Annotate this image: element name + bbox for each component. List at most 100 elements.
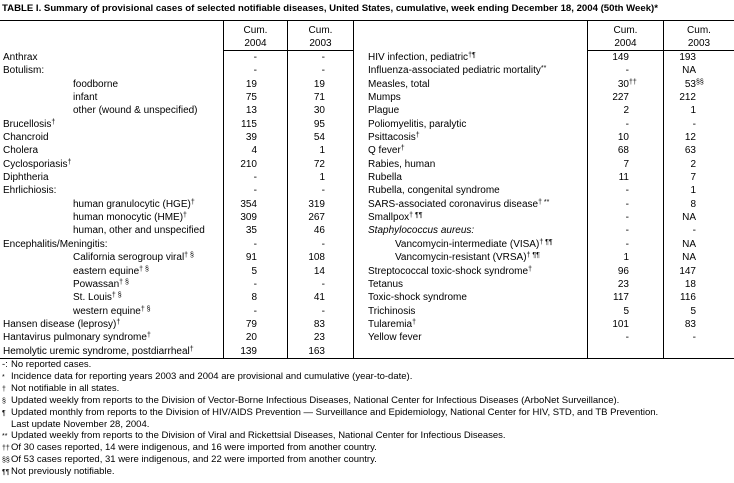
case-count-cell: 147 xyxy=(663,264,734,278)
footnote-marker: † § xyxy=(119,278,129,286)
disease-name-cell: St. Louis† § xyxy=(0,291,223,304)
footnote-text: Updated weekly from reports to the Divis… xyxy=(11,394,620,406)
case-count-cell: 319 xyxy=(287,197,353,212)
disease-name-cell: Trichinosis xyxy=(353,304,587,318)
case-count: - xyxy=(321,65,325,77)
disease-label: Vancomycin-resistant (VRSA) xyxy=(395,252,527,264)
case-count: 41 xyxy=(313,292,325,304)
case-count-cell: - xyxy=(587,237,663,252)
disease-label: Smallpox xyxy=(368,212,410,224)
disease-label: Encephalitis/Meningitis: xyxy=(3,238,108,250)
case-count: 267 xyxy=(308,212,325,224)
case-count: - xyxy=(625,212,629,224)
disease-name-cell: Smallpox† ¶¶ xyxy=(353,211,587,225)
footnote-marker: † § xyxy=(111,292,122,300)
footnote-marker: † xyxy=(67,158,72,166)
case-count: 35 xyxy=(245,225,257,237)
case-count-cell: 149 xyxy=(587,51,663,65)
footnote: ¶¶ Not previously notifiable. xyxy=(2,466,732,478)
case-count: 8 xyxy=(690,198,696,210)
header-cum-label: Cum. xyxy=(243,25,268,36)
case-count: NA xyxy=(682,212,696,224)
case-count: 139 xyxy=(240,345,257,357)
case-count-cell: 2 xyxy=(663,157,734,172)
case-count: 46 xyxy=(313,225,325,237)
case-count: NA xyxy=(682,252,696,264)
footnote-marker: † ¶¶ xyxy=(539,238,553,246)
case-count: 2 xyxy=(690,158,696,170)
case-count-cell: 267 xyxy=(287,211,353,225)
disease-name-cell: Toxic-shock syndrome xyxy=(353,291,587,305)
disease-name-cell: Diphtheria xyxy=(0,171,223,184)
disease-label: other (wound & unspecified) xyxy=(73,105,198,117)
case-count-cell: 210 xyxy=(223,157,287,172)
footnote-marker: † § xyxy=(139,265,149,273)
case-count-cell: 1 xyxy=(663,104,734,118)
disease-label: Hemolytic uremic syndrome, postdiarrheal xyxy=(3,345,190,357)
footnote-marker: † xyxy=(528,265,532,273)
case-count: - xyxy=(253,305,257,317)
footnote-symbol: * xyxy=(2,373,5,381)
disease-label: SARS-associated coronavirus disease xyxy=(368,198,539,210)
case-count-cell: 23 xyxy=(287,331,353,345)
footnote: -: No reported cases. xyxy=(2,359,732,371)
case-count-cell: - xyxy=(287,277,353,292)
disease-label: HIV infection, pediatric xyxy=(368,52,469,63)
disease-label: eastern equine xyxy=(73,265,140,277)
disease-name-cell: Plague xyxy=(353,104,587,118)
disease-label: California serogroup viral xyxy=(73,252,185,264)
case-count-cell: 63 xyxy=(663,144,734,158)
disease-name-cell: Hemolytic uremic syndrome, postdiarrheal… xyxy=(0,345,223,358)
footnote-symbol: ¶¶ xyxy=(2,469,10,477)
disease-label: Anthrax xyxy=(3,52,38,63)
case-count: NA xyxy=(682,65,696,77)
case-count-cell: 1 xyxy=(287,144,353,158)
disease-label: Hansen disease (leprosy) xyxy=(3,318,117,330)
header-empty-left xyxy=(0,21,223,51)
disease-label: Tetanus xyxy=(368,278,404,290)
disease-label: Toxic-shock syndrome xyxy=(368,292,467,304)
footnote-marker: † xyxy=(190,198,195,206)
case-count-cell: - xyxy=(587,64,663,78)
case-count: - xyxy=(625,198,629,210)
case-count: 149 xyxy=(612,52,629,63)
case-count-cell: NA xyxy=(663,211,734,225)
case-count: - xyxy=(625,332,629,344)
table-title: TABLE I. Summary of provisional cases of… xyxy=(2,3,658,14)
case-count: 163 xyxy=(308,345,325,357)
disease-name-cell: Poliomyelitis, paralytic xyxy=(353,117,587,132)
case-count-cell: - xyxy=(663,331,734,345)
case-count: 212 xyxy=(679,92,696,104)
case-count-cell: - xyxy=(223,304,287,318)
case-count-cell: 54 xyxy=(287,131,353,145)
footnote: † Not notifiable in all states. xyxy=(2,383,732,395)
case-count-cell: - xyxy=(287,64,353,78)
footnote-marker: † ¶¶ xyxy=(409,212,423,220)
disease-label: Ehrlichiosis: xyxy=(3,185,57,197)
disease-name-cell: Tetanus xyxy=(353,277,587,292)
disease-name-cell: Ehrlichiosis: xyxy=(0,184,223,197)
header-year-label: 2003 xyxy=(687,37,711,49)
footnote-marker: †¶ xyxy=(468,52,476,59)
case-count: 210 xyxy=(240,158,257,170)
disease-label: Diphtheria xyxy=(3,172,49,184)
disease-label: St. Louis xyxy=(73,292,112,304)
case-count: 72 xyxy=(313,158,325,170)
footnote-symbol: †† xyxy=(2,445,10,453)
disease-name-cell: HIV infection, pediatric†¶ xyxy=(353,51,587,65)
disease-label: Botulism: xyxy=(3,65,45,77)
footnote-text: Updated monthly from reports to the Divi… xyxy=(11,406,659,418)
disease-label: Cholera xyxy=(3,145,39,157)
case-count: 75 xyxy=(245,92,257,104)
case-count: - xyxy=(625,225,629,237)
case-count-cell: 12 xyxy=(663,131,734,145)
footnote-marker: † xyxy=(400,145,405,153)
disease-name-cell: western equine† § xyxy=(0,305,223,318)
case-count: 8 xyxy=(251,292,257,304)
case-count-cell: 83 xyxy=(663,317,734,332)
case-count: 354 xyxy=(240,198,257,210)
case-count-cell: 193 xyxy=(663,51,734,65)
case-count-cell: 20 xyxy=(223,331,287,345)
footnote-symbol: † xyxy=(2,385,6,393)
